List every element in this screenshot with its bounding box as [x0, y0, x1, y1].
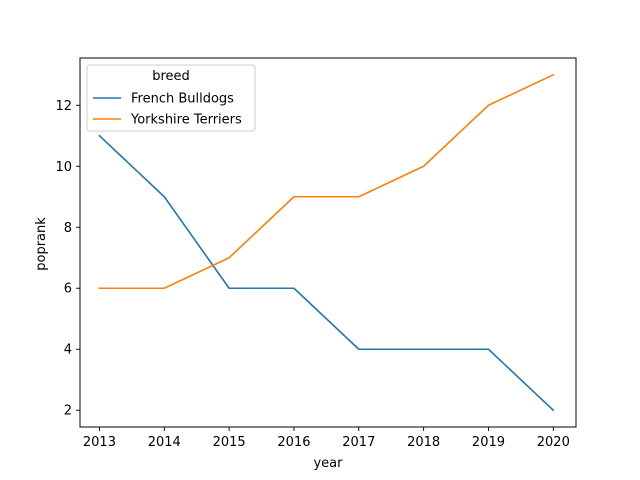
legend-title: breed: [152, 69, 190, 84]
x-tick-label: 2017: [342, 435, 375, 450]
x-tick-label: 2015: [213, 435, 246, 450]
y-tick-label: 10: [55, 160, 72, 175]
axes: 2013 2014 2015 2016 2017 2018 2019 2020 2 4 6 8 10 12: [55, 57, 577, 450]
x-tick-label: 2018: [407, 435, 440, 450]
legend: breed French Bulldogs Yorkshire Terriers: [86, 64, 256, 132]
x-axis-label: year: [313, 456, 343, 471]
y-axis-label: poprank: [34, 217, 49, 271]
x-tick-label: 2014: [148, 435, 181, 450]
x-tick-label: 2013: [83, 435, 116, 450]
y-tick-label: 2: [64, 404, 72, 419]
x-tick-label: 2019: [472, 435, 505, 450]
y-tick-label: 6: [64, 282, 72, 297]
series-line-1: [98, 73, 555, 290]
plot-area: [98, 73, 555, 412]
legend-label-0: French Bulldogs: [131, 92, 234, 107]
legend-box: [86, 64, 256, 132]
y-tick-label: 8: [64, 221, 72, 236]
legend-label-1: Yorkshire Terriers: [130, 113, 242, 128]
x-tick-label: 2020: [537, 435, 570, 450]
x-tick-label: 2016: [277, 435, 310, 450]
series-line-0: [98, 134, 555, 412]
axes-frame: [79, 57, 577, 428]
y-tick-label: 4: [64, 343, 72, 358]
y-tick-label: 12: [55, 99, 72, 114]
